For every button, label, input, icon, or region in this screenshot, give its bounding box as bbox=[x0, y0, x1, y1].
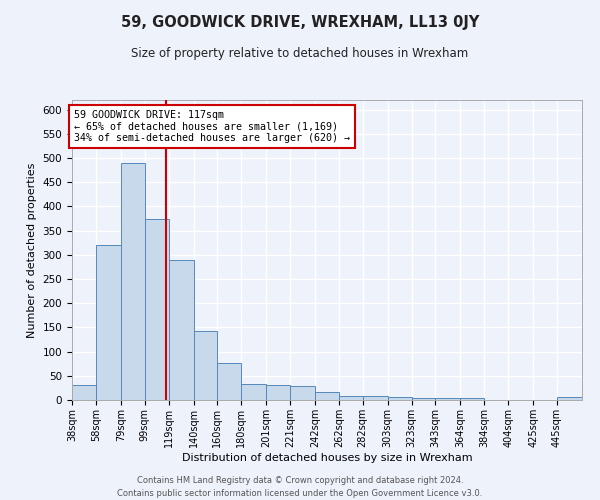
Bar bbox=[145, 218, 169, 400]
Text: 59 GOODWICK DRIVE: 117sqm
← 65% of detached houses are smaller (1,169)
34% of se: 59 GOODWICK DRIVE: 117sqm ← 65% of detac… bbox=[74, 110, 350, 143]
Bar bbox=[339, 396, 363, 400]
Bar bbox=[290, 386, 315, 400]
Bar bbox=[217, 362, 241, 400]
Bar bbox=[363, 396, 388, 400]
Bar bbox=[412, 398, 436, 400]
Bar bbox=[460, 398, 484, 400]
Bar bbox=[315, 392, 339, 400]
Text: Size of property relative to detached houses in Wrexham: Size of property relative to detached ho… bbox=[131, 48, 469, 60]
Text: Contains HM Land Registry data © Crown copyright and database right 2024.
Contai: Contains HM Land Registry data © Crown c… bbox=[118, 476, 482, 498]
Text: 59, GOODWICK DRIVE, WREXHAM, LL13 0JY: 59, GOODWICK DRIVE, WREXHAM, LL13 0JY bbox=[121, 15, 479, 30]
Bar bbox=[557, 397, 582, 400]
Y-axis label: Number of detached properties: Number of detached properties bbox=[27, 162, 37, 338]
Bar bbox=[72, 386, 96, 400]
X-axis label: Distribution of detached houses by size in Wrexham: Distribution of detached houses by size … bbox=[182, 452, 472, 462]
Bar bbox=[194, 331, 217, 400]
Bar bbox=[388, 396, 412, 400]
Bar bbox=[169, 260, 194, 400]
Bar bbox=[241, 384, 266, 400]
Bar bbox=[436, 398, 460, 400]
Bar bbox=[121, 163, 145, 400]
Bar bbox=[96, 245, 121, 400]
Bar bbox=[266, 386, 290, 400]
